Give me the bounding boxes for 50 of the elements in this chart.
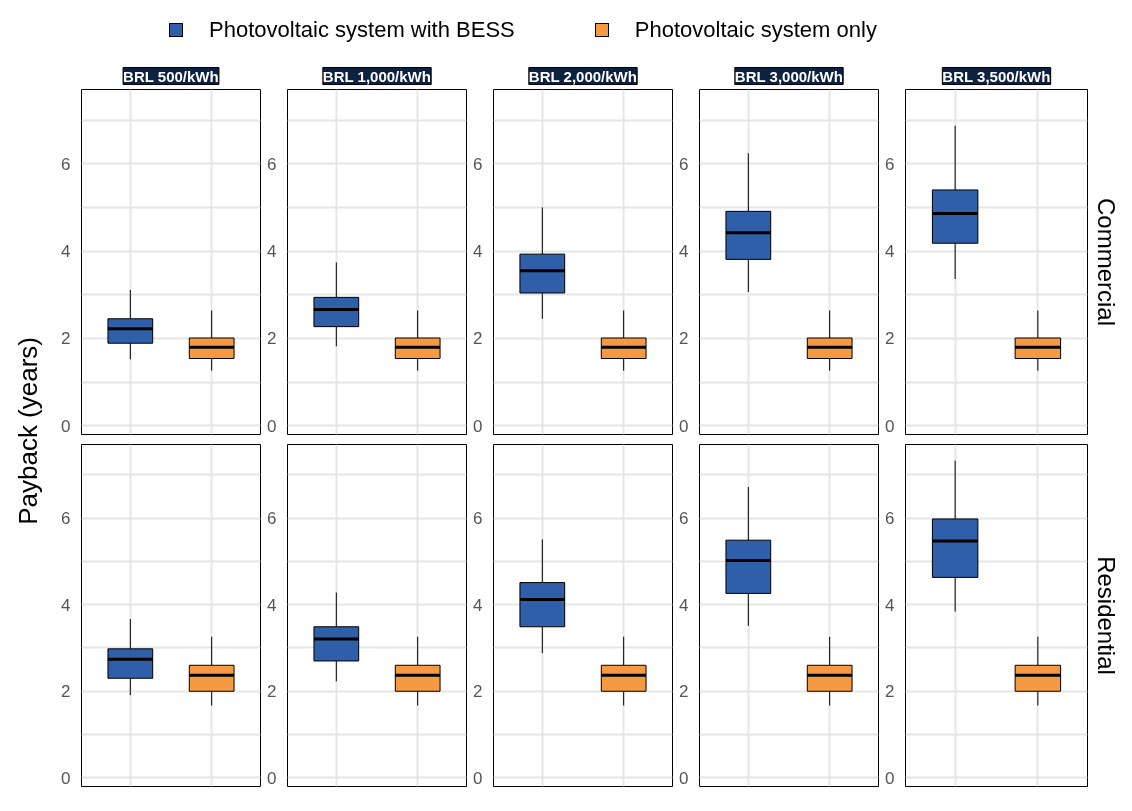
y-tick-label: 0	[473, 768, 483, 788]
y-tick-label: 4	[885, 242, 895, 262]
y-tick-label: 4	[473, 242, 483, 262]
y-tick-label: 4	[679, 595, 689, 615]
text: Residential	[1092, 556, 1120, 675]
y-tick-label: 2	[885, 682, 895, 702]
y-tick-label: 0	[267, 416, 277, 436]
y-tick-label: 2	[61, 682, 71, 702]
y-tick-label: 6	[679, 154, 689, 174]
chart-title: BRL 2,000/kWh	[528, 67, 637, 85]
y-tick-label: 4	[61, 595, 71, 615]
y-tick-label: 6	[885, 509, 895, 529]
y-tick-label: 4	[267, 595, 277, 615]
y-tick-label: 4	[679, 242, 689, 262]
y-tick-label: 2	[473, 329, 483, 349]
y-tick-label: 6	[885, 154, 895, 174]
legend-label: Photovoltaic system with BESS	[209, 16, 515, 45]
y-axis-title: Payback (years)	[12, 337, 45, 525]
chart-title: BRL 1,000/kWh	[322, 67, 431, 85]
y-tick-label: 6	[61, 154, 71, 174]
y-tick-label: 2	[679, 682, 689, 702]
y-tick-label: 0	[679, 416, 689, 436]
y-tick-label: 6	[473, 154, 483, 174]
y-tick-label: 6	[61, 509, 71, 529]
y-tick-label: 4	[61, 242, 71, 262]
chart-title: BRL 500/kWh	[123, 67, 219, 85]
y-tick-label: 6	[679, 509, 689, 529]
text: Commercial	[1092, 197, 1120, 327]
y-tick-label: 4	[473, 595, 483, 615]
y-tick-label: 0	[61, 416, 71, 436]
y-tick-label: 6	[267, 154, 277, 174]
y-tick-label: 2	[61, 329, 71, 349]
y-tick-label: 0	[679, 768, 689, 788]
chart-title: BRL 3,000/kWh	[734, 67, 843, 85]
chart-title: BRL 3,500/kWh	[942, 67, 1051, 85]
y-tick-label: 2	[679, 329, 689, 349]
y-tick-label: 6	[267, 509, 277, 529]
y-tick-label: 2	[885, 329, 895, 349]
y-tick-label: 0	[61, 768, 71, 788]
y-tick-label: 0	[885, 768, 895, 788]
y-tick-label: 2	[267, 329, 277, 349]
y-tick-label: 2	[473, 682, 483, 702]
y-tick-label: 6	[473, 509, 483, 529]
y-tick-label: 4	[267, 242, 277, 262]
y-tick-label: 2	[267, 682, 277, 702]
legend-label: Photovoltaic system only	[634, 16, 877, 45]
y-tick-label: 0	[267, 768, 277, 788]
y-tick-label: 0	[473, 416, 483, 436]
y-tick-label: 4	[885, 595, 895, 615]
y-tick-label: 0	[885, 416, 895, 436]
